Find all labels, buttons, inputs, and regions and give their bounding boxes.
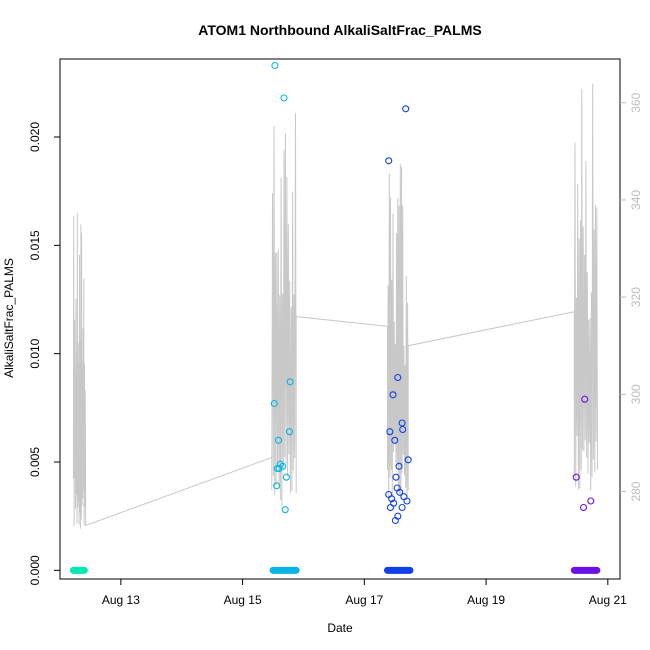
data-point <box>404 456 412 464</box>
data-point <box>270 399 278 408</box>
y-tick-label: 0.010 <box>28 338 42 368</box>
data-point <box>391 436 399 444</box>
data-point <box>275 464 283 473</box>
data-point <box>395 462 403 470</box>
data-point <box>572 473 580 481</box>
y-axis: 0.000 0.005 0.010 0.015 0.020 <box>28 122 61 585</box>
data-point <box>398 419 406 427</box>
data-point <box>392 473 400 481</box>
data-point <box>579 503 588 512</box>
y-axis-label: AlkaliSaltFrac_PALMS <box>2 258 16 378</box>
data-point <box>280 94 288 102</box>
data-point <box>403 497 411 505</box>
data-point <box>396 488 404 496</box>
data-point <box>398 503 406 512</box>
data-point <box>281 506 289 514</box>
y-tick-label: 0.000 <box>28 555 42 585</box>
chart-title: ATOM1 Northbound AlkaliSaltFrac_PALMS <box>198 22 481 38</box>
data-point <box>386 503 395 512</box>
x-tick-label: Aug 13 <box>102 593 140 607</box>
data-point <box>385 157 393 165</box>
x-tick-label: Aug 19 <box>467 593 505 607</box>
data-point <box>386 428 394 436</box>
data-point <box>285 428 294 436</box>
data-point <box>400 493 408 501</box>
data-point <box>394 373 402 382</box>
data-point <box>581 395 589 403</box>
data-point <box>399 425 407 434</box>
data-point <box>286 378 294 386</box>
x-tick-label: Aug 21 <box>589 593 627 607</box>
y-tick-label: 0.020 <box>28 122 42 152</box>
y2-tick-label: 340 <box>629 190 643 210</box>
x-axis-label: Date <box>327 621 353 635</box>
x-tick-label: Aug 15 <box>224 593 262 607</box>
data-point <box>388 495 396 503</box>
secondary-series <box>72 83 598 529</box>
y2-axis: 280 300 320 340 360 <box>620 92 643 502</box>
y2-tick-label: 360 <box>629 92 643 112</box>
y2-tick-label: 280 <box>629 481 643 501</box>
y2-tick-label: 300 <box>629 384 643 404</box>
y2-tick-label: 320 <box>629 287 643 307</box>
plot-frame <box>59 58 621 580</box>
y-tick-label: 0.005 <box>28 447 42 477</box>
data-point <box>391 516 399 525</box>
data-point <box>587 497 595 505</box>
data-point <box>282 473 290 481</box>
x-tick-label: Aug 17 <box>345 593 383 607</box>
y-tick-label: 0.015 <box>28 230 42 260</box>
secondary-line <box>72 83 598 529</box>
x-axis: Aug 13 Aug 15 Aug 17 Aug 19 Aug 21 <box>102 578 627 607</box>
data-point <box>271 61 279 70</box>
data-point <box>389 391 397 399</box>
data-point <box>273 482 281 490</box>
data-point <box>402 105 410 113</box>
data-points <box>270 61 595 525</box>
data-point <box>274 436 283 444</box>
